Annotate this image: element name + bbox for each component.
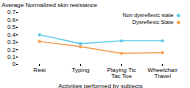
- svg-text:Dysreflexic State: Dysreflexic State: [132, 19, 173, 25]
- svg-text:0: 0: [12, 61, 16, 67]
- svg-text:WheelchairTravel: WheelchairTravel: [147, 67, 177, 79]
- svg-text:0.3: 0.3: [7, 39, 16, 45]
- svg-text:0.7: 0.7: [7, 9, 16, 15]
- svg-text:0.1: 0.1: [7, 54, 16, 60]
- svg-text:Activities performed by subjec: Activities performed by subjects: [58, 83, 142, 88]
- svg-text:Typing: Typing: [72, 67, 90, 73]
- svg-text:Average Normalized skin resist: Average Normalized skin resistance: [2, 2, 98, 8]
- svg-text:Non dysreflexic state: Non dysreflexic state: [122, 12, 173, 18]
- svg-text:Playing TicTac Toe: Playing TicTac Toe: [107, 67, 136, 79]
- svg-text:Rest: Rest: [33, 67, 46, 73]
- svg-text:0.6: 0.6: [7, 17, 16, 23]
- svg-text:0.5: 0.5: [7, 24, 16, 30]
- svg-text:0.4: 0.4: [7, 32, 16, 38]
- svg-text:0.2: 0.2: [7, 47, 16, 53]
